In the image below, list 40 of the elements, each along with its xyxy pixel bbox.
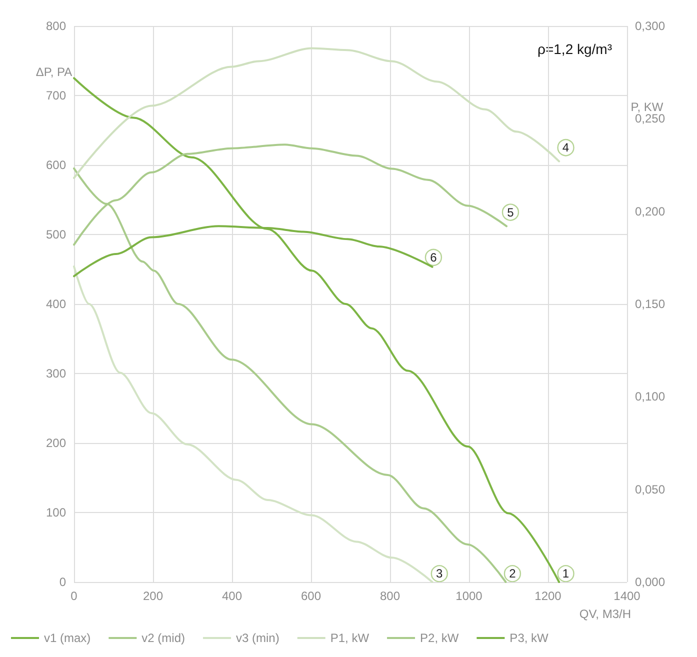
y-axis-title: ΔP, PA (36, 65, 72, 79)
x-tick-label: 1200 (534, 589, 562, 603)
y-tick-label: 100 (46, 506, 66, 520)
y-tick-label: 500 (46, 228, 66, 242)
x-axis-title: QV, M3/H (579, 607, 632, 621)
y2-tick-label: 0,300 (635, 19, 666, 33)
x-tick-label: 1000 (456, 589, 483, 603)
annotation: 2 (509, 566, 516, 581)
x-tick-label: 800 (380, 589, 400, 603)
y-tick-label: 800 (46, 19, 66, 33)
y-tick-label: 300 (46, 366, 66, 380)
y-tick-label: 400 (46, 297, 66, 311)
legend-label: P3, kW (510, 631, 550, 645)
x-tick-label: 1400 (614, 589, 641, 603)
legend-label: v3 (min) (236, 631, 280, 645)
x-tick-label: 200 (142, 589, 164, 603)
annotation: 6 (430, 250, 438, 264)
x-tick-label: 0 (70, 589, 78, 603)
x-tick-label: 600 (300, 589, 322, 603)
y-tick-label: 200 (46, 436, 66, 450)
y2-tick-label: 0,250 (635, 112, 666, 126)
y2-tick-label: 0,150 (635, 297, 666, 311)
x-tick-label: 400 (222, 589, 242, 603)
legend-label: v1 (max) (44, 631, 91, 645)
legend-label: P2, kW (420, 631, 460, 645)
y-tick-label: 700 (46, 88, 66, 102)
y2-tick-label: 0,100 (635, 390, 666, 404)
annotation: 5 (507, 205, 514, 220)
annotation: ρ=1,2 kg/m³ (538, 41, 612, 57)
legend-label: P1, kW (330, 631, 370, 645)
annotation: 3 (436, 566, 444, 581)
annotation: 1 (562, 566, 570, 581)
y2-axis-title: P, KW (630, 100, 664, 114)
y-tick-label: 0 (59, 575, 66, 589)
y2-tick-label: 0,000 (635, 575, 666, 589)
annotation: 4 (562, 140, 570, 155)
y2-tick-label: 0,050 (635, 482, 666, 496)
y-tick-label: 600 (46, 158, 66, 172)
legend-label: v2 (mid) (142, 631, 186, 645)
y2-tick-label: 0,200 (635, 204, 666, 218)
